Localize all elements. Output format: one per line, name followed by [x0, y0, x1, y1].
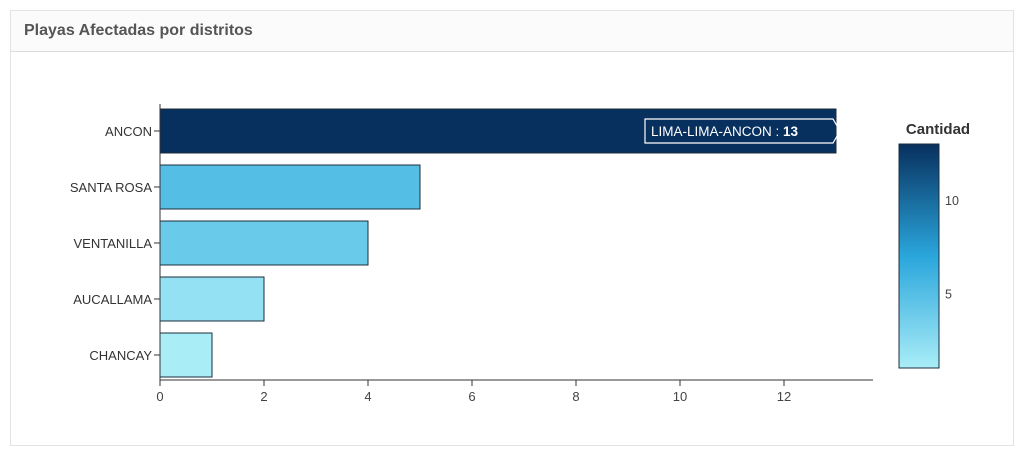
x-axis: 0 2 4 6 8 10 12 [156, 379, 873, 404]
chart-panel: Playas Afectadas por distritos ANCON SANT… [10, 10, 1014, 446]
bar-santa-rosa[interactable] [159, 164, 421, 210]
x-tick-label: 8 [572, 389, 579, 404]
bar-ventanilla[interactable] [159, 220, 369, 266]
category-label: AUCALLAMA [73, 292, 152, 307]
panel-header: Playas Afectadas por distritos [11, 11, 1013, 52]
tooltip-box [644, 118, 841, 144]
legend-colorbar [898, 143, 940, 369]
legend-title: Cantidad [906, 121, 970, 138]
category-label: CHANCAY [89, 348, 152, 363]
x-tick-label: 12 [777, 389, 791, 404]
x-tick-label: 0 [156, 389, 163, 404]
bar-chart: ANCON SANTA ROSA VENTANILLA AUCALLAMA CHANCA… [70, 104, 970, 404]
bar-chancay[interactable] [159, 332, 213, 378]
x-tick-label: 6 [468, 389, 475, 404]
x-tick-label: 10 [673, 389, 687, 404]
tooltip-text: LIMA-LIMA-ANCON : 13 [651, 124, 799, 139]
x-tick-label: 4 [364, 389, 371, 404]
tooltip-value: 13 [783, 124, 799, 139]
tooltip-label: LIMA-LIMA-ANCON : [651, 124, 783, 139]
tooltip: LIMA-LIMA-ANCON : 13 [644, 118, 841, 144]
y-axis: ANCON SANTA ROSA VENTANILLA AUCALLAMA CHANCA… [70, 104, 161, 380]
legend-tick-label: 5 [945, 287, 952, 301]
bar-ancon[interactable] [159, 108, 837, 154]
x-tick-label: 2 [260, 389, 267, 404]
bar-aucallama[interactable] [159, 276, 265, 322]
category-label: VENTANILLA [73, 236, 152, 251]
legend-tick-label: 10 [945, 194, 959, 208]
category-label: SANTA ROSA [70, 180, 152, 195]
panel-title: Playas Afectadas por distritos [24, 22, 253, 39]
color-legend: Cantidad 5 10 [898, 121, 970, 369]
category-label: ANCON [105, 124, 152, 139]
chart-area: ANCON SANTA ROSA VENTANILLA AUCALLAMA CHANCA… [11, 52, 1013, 445]
bars-group [159, 108, 837, 378]
